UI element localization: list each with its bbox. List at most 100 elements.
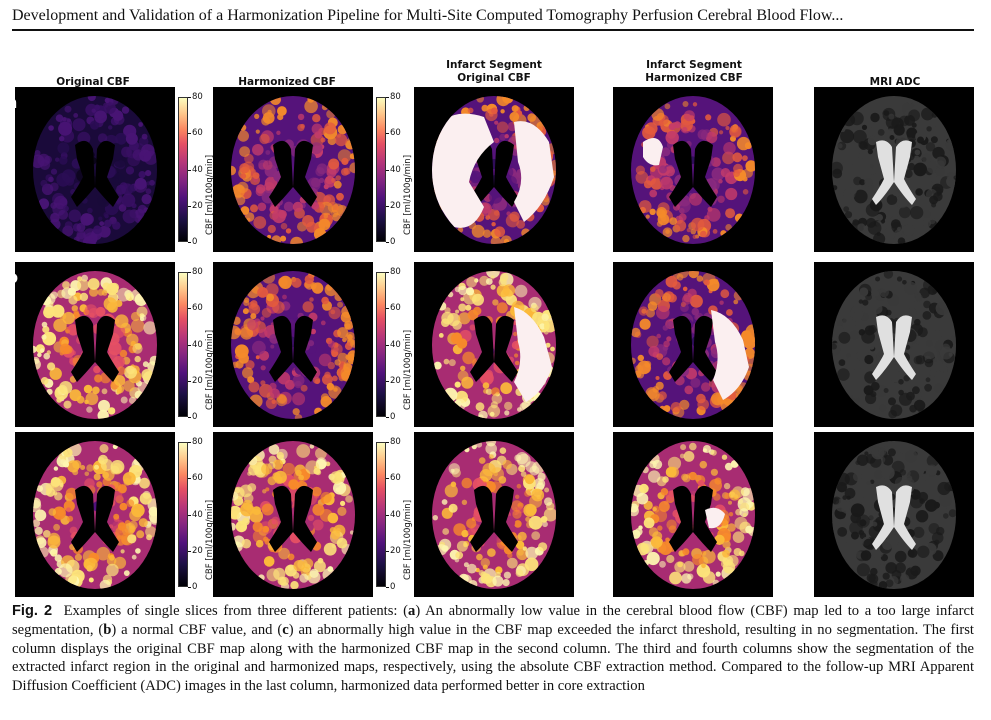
- colorbar-tick-label: 60: [390, 473, 401, 484]
- colorbar-tick-mark: [386, 97, 389, 98]
- figure-caption: Fig. 2 Examples of single slices from th…: [12, 602, 974, 696]
- brain-image-c-mri-adc: [814, 432, 974, 597]
- colorbar-tick-label: 80: [192, 92, 203, 102]
- colorbar-tick-label: 60: [192, 128, 203, 139]
- brain-image-a-original-cbf: [15, 87, 175, 252]
- caption-text-4: ) an abnormally high value in the CBF ma…: [12, 621, 974, 695]
- caption-ref-a: a: [408, 603, 416, 619]
- colorbar-tick-label: 60: [390, 128, 401, 139]
- colorbar-tick-mark: [386, 169, 389, 171]
- colorbar-c-original-cbf: [178, 442, 188, 587]
- brain-image-b-harmonized-cbf: [213, 262, 373, 427]
- colorbar-tick-mark: [386, 205, 389, 207]
- brain-image-c-harmonized-cbf: [213, 432, 373, 597]
- colorbar-a-original-cbf: [178, 97, 188, 242]
- caption-ref-b: b: [103, 621, 112, 638]
- brain-image-b-original-cbf: [15, 262, 175, 427]
- colorbar-tick-mark: [188, 242, 191, 243]
- colorbar-c-harmonized-cbf: [376, 442, 386, 587]
- brain-image-c-infarct-harmonized: [613, 432, 773, 597]
- caption-ref-c: c: [282, 621, 289, 638]
- colorbar-tick-label: 20: [390, 545, 401, 556]
- colorbar-tick-mark: [188, 587, 191, 588]
- colorbar-tick-mark: [386, 442, 389, 443]
- colorbar-tick-mark: [386, 308, 389, 310]
- column-title-mri-adc: MRI ADC: [869, 76, 921, 88]
- brain-image-a-infarct-harmonized: [613, 87, 773, 252]
- column-title-infarct-original: Infarct Segment Original CBF: [414, 59, 574, 85]
- colorbar-tick-label: 40: [390, 164, 401, 175]
- colorbar-tick-label: 0: [192, 582, 198, 592]
- brain-image-b-infarct-harmonized: [613, 262, 773, 427]
- colorbar-tick-mark: [386, 417, 389, 418]
- colorbar-tick-label: 20: [390, 375, 401, 386]
- colorbar-tick-label: 80: [390, 92, 401, 102]
- colorbar-tick-mark: [188, 514, 191, 516]
- colorbar-tick-label: 80: [390, 437, 401, 447]
- figure-label: Fig. 2: [12, 603, 53, 619]
- caption-text-1: Examples of single slices from three dif…: [63, 603, 409, 619]
- colorbar-tick-label: 0: [390, 237, 396, 247]
- colorbar-a-harmonized-cbf: [376, 97, 386, 242]
- column-title-original-cbf: Original CBF: [56, 76, 130, 88]
- running-title: Development and Validation of a Harmoniz…: [12, 7, 844, 24]
- column-title-harmonized-cbf: Harmonized CBF: [238, 76, 336, 88]
- caption-text-3: ) a normal CBF value, and (: [111, 621, 283, 638]
- colorbar-tick-mark: [188, 344, 191, 346]
- colorbar-tick-label: 20: [192, 545, 203, 556]
- colorbar-tick-label: 80: [192, 437, 203, 447]
- colorbar-tick-mark: [386, 272, 389, 273]
- header-rule: [12, 29, 974, 31]
- colorbar-tick-label: 20: [192, 375, 203, 386]
- colorbar-tick-mark: [386, 587, 389, 588]
- colorbar-tick-label: 40: [192, 339, 203, 350]
- column-title-infarct-original-text: Infarct Segment Original CBF: [446, 59, 542, 84]
- column-title-infarct-harmonized: Infarct Segment Harmonized CBF: [614, 59, 774, 85]
- colorbar-tick-label: 80: [192, 267, 203, 277]
- colorbar-axis-label: CBF [ml/100g/min]: [403, 329, 413, 410]
- colorbar-tick-mark: [188, 550, 191, 552]
- colorbar-tick-label: 40: [390, 509, 401, 520]
- colorbar-tick-mark: [188, 272, 191, 273]
- colorbar-tick-mark: [188, 442, 191, 443]
- colorbar-tick-mark: [188, 133, 191, 135]
- colorbar-tick-mark: [188, 478, 191, 480]
- colorbar-axis-label: CBF [ml/100g/min]: [403, 499, 413, 580]
- brain-image-c-original-cbf: [15, 432, 175, 597]
- colorbar-tick-mark: [188, 308, 191, 310]
- colorbar-tick-label: 80: [390, 267, 401, 277]
- colorbar-tick-mark: [188, 380, 191, 382]
- colorbar-tick-label: 0: [390, 412, 396, 422]
- brain-image-b-mri-adc: [814, 262, 974, 427]
- colorbar-tick-label: 0: [390, 582, 396, 592]
- colorbar-tick-mark: [386, 478, 389, 480]
- colorbar-tick-mark: [188, 97, 191, 98]
- colorbar-tick-mark: [188, 417, 191, 418]
- colorbar-tick-mark: [386, 550, 389, 552]
- colorbar-tick-label: 40: [192, 509, 203, 520]
- colorbar-tick-label: 0: [192, 237, 198, 247]
- colorbar-tick-mark: [386, 380, 389, 382]
- colorbar-tick-mark: [386, 133, 389, 135]
- column-title-infarct-harmonized-text: Infarct Segment Harmonized CBF: [645, 59, 743, 84]
- colorbar-tick-label: 0: [192, 412, 198, 422]
- caption-text-2: ) An abnormally low value in the cerebra…: [12, 603, 975, 638]
- row-label-c: c: [6, 438, 17, 458]
- brain-image-a-mri-adc: [814, 87, 974, 252]
- brain-image-c-infarct-original: [414, 432, 574, 597]
- row-label-b: b: [6, 268, 19, 288]
- row-label-a: a: [6, 93, 18, 113]
- colorbar-b-original-cbf: [178, 272, 188, 417]
- colorbar-tick-label: 20: [192, 200, 203, 211]
- colorbar-tick-mark: [188, 169, 191, 171]
- colorbar-tick-mark: [386, 344, 389, 346]
- colorbar-axis-label: CBF [ml/100g/min]: [403, 154, 413, 235]
- brain-image-a-harmonized-cbf: [213, 87, 373, 252]
- colorbar-tick-label: 60: [390, 303, 401, 314]
- colorbar-tick-mark: [188, 205, 191, 207]
- colorbar-tick-mark: [386, 242, 389, 243]
- colorbar-tick-mark: [386, 514, 389, 516]
- colorbar-b-harmonized-cbf: [376, 272, 386, 417]
- colorbar-tick-label: 40: [390, 339, 401, 350]
- colorbar-tick-label: 20: [390, 200, 401, 211]
